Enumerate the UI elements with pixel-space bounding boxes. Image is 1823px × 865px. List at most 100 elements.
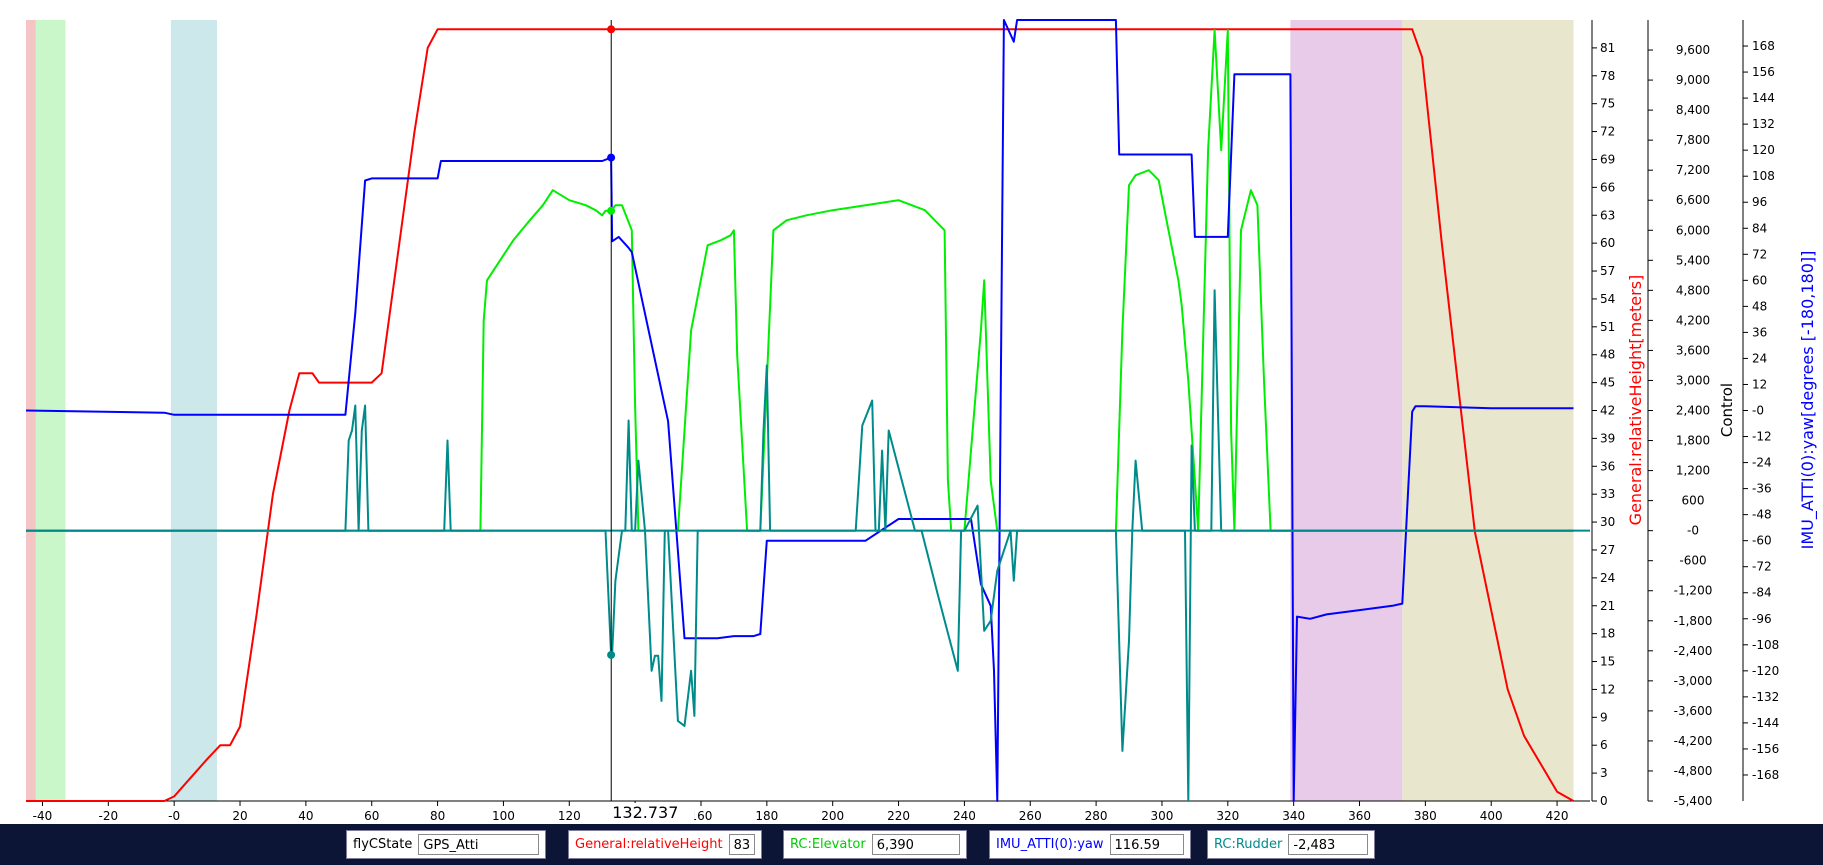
y-tick-label: 0 [1600, 794, 1608, 808]
y-tick-label: 81 [1600, 41, 1615, 55]
y-tick-label: -2,400 [1674, 644, 1713, 658]
y-tick-label: 36 [1600, 459, 1615, 473]
x-tick-label: 120 [558, 809, 581, 823]
y-tick-label: 27 [1600, 543, 1615, 557]
status-field-flyc: flyCState GPS_Atti [346, 830, 546, 859]
x-tick-label: 20 [232, 809, 247, 823]
x-tick-label: 240 [953, 809, 976, 823]
y-tick-label: -3,000 [1674, 674, 1713, 688]
status-field-height: General:relativeHeight 83 [568, 830, 762, 859]
x-tick-label: 40 [298, 809, 313, 823]
y-tick-label: 18 [1600, 627, 1615, 641]
series-line [25, 19, 1574, 802]
y-tick-label: -96 [1752, 612, 1772, 626]
y-tick-label: 8,400 [1676, 103, 1710, 117]
y-tick-label: 30 [1600, 515, 1615, 529]
y-tick-label: 36 [1752, 325, 1767, 339]
y-tick-label: 120 [1752, 143, 1775, 157]
x-tick-label: 80 [430, 809, 445, 823]
x-tick-label: 160 [690, 809, 713, 823]
y-axes: 0369121518212427303336394245485154576063… [1591, 20, 1818, 808]
y-tick-label: -108 [1752, 638, 1779, 652]
series-lines [25, 19, 1590, 802]
x-tick-label: 260 [1019, 809, 1042, 823]
cursor-markers [607, 25, 616, 659]
y-tick-label: -48 [1752, 508, 1772, 522]
y-tick-label: 15 [1600, 655, 1615, 669]
cursor-marker [607, 153, 616, 162]
y-tick-label: -168 [1752, 768, 1779, 782]
y-tick-label: 72 [1600, 125, 1615, 139]
x-tick-label: 280 [1085, 809, 1108, 823]
x-tick-label: 220 [887, 809, 910, 823]
y-tick-label: 7,800 [1676, 133, 1710, 147]
y-tick-label: -1,800 [1674, 614, 1713, 628]
y-tick-label: -36 [1752, 482, 1772, 496]
y-tick-label: 60 [1752, 273, 1767, 287]
status-field-rudder: RC:Rudder -2,483 [1207, 830, 1375, 859]
y-tick-label: -4,200 [1674, 734, 1713, 748]
y-tick-label: 600 [1682, 494, 1705, 508]
y-tick-label: 6,600 [1676, 193, 1710, 207]
y-tick-label: 24 [1600, 571, 1615, 585]
x-tick-label: 420 [1546, 809, 1569, 823]
status-value-flyc[interactable]: GPS_Atti [418, 834, 539, 855]
y-axis-title: General:relativeHeight[meters] [1626, 275, 1645, 526]
y-tick-label: -600 [1679, 554, 1706, 568]
x-tick-label: 60 [364, 809, 379, 823]
status-label-rudder: RC:Rudder [1214, 837, 1283, 852]
x-tick-label: 200 [821, 809, 844, 823]
x-tick-label: 360 [1348, 809, 1371, 823]
y-tick-label: 24 [1752, 351, 1767, 365]
cursor-line[interactable]: 132.737 [610, 20, 695, 823]
y-tick-label: -4,800 [1674, 764, 1713, 778]
shaded-region [1402, 20, 1574, 801]
cursor-label-bg [610, 803, 695, 823]
status-value-height[interactable]: 83 [728, 834, 755, 855]
y-tick-label: 1,800 [1676, 434, 1710, 448]
x-tick-label: -20 [99, 809, 119, 823]
chart[interactable]: -40-20-020406080100120140160180200220240… [0, 0, 1823, 824]
y-tick-label: 48 [1752, 299, 1767, 313]
y-tick-label: 144 [1752, 91, 1775, 105]
series-line [26, 29, 1574, 532]
y-axis-title: Control [1718, 383, 1736, 437]
y-tick-label: 6 [1600, 738, 1608, 752]
y-tick-label: -84 [1752, 586, 1772, 600]
y-tick-label: 6,000 [1676, 223, 1710, 237]
y-tick-label: 51 [1600, 320, 1615, 334]
y-tick-label: 132 [1752, 117, 1775, 131]
y-axis-title: IMU_ATTI(0):yaw[degrees [-180,180]] [1798, 251, 1818, 550]
y-tick-label: 63 [1600, 208, 1615, 222]
y-tick-label: 72 [1752, 247, 1767, 261]
y-tick-label: 42 [1600, 404, 1615, 418]
status-label-elevator: RC:Elevator [790, 837, 866, 852]
y-tick-label: 66 [1600, 180, 1615, 194]
x-tick-label: 320 [1216, 809, 1239, 823]
y-tick-label: 57 [1600, 264, 1615, 278]
y-tick-label: 4,200 [1676, 313, 1710, 327]
y-tick-label: 12 [1600, 682, 1615, 696]
y-tick-label: 108 [1752, 169, 1775, 183]
y-tick-label: -156 [1752, 742, 1779, 756]
x-tick-label: 340 [1282, 809, 1305, 823]
y-tick-label: 2,400 [1676, 404, 1710, 418]
y-tick-label: 168 [1752, 39, 1775, 53]
y-tick-label: 7,200 [1676, 163, 1710, 177]
status-label-flyc: flyCState [353, 837, 413, 852]
y-tick-label: 4,800 [1676, 283, 1710, 297]
status-label-height: General:relativeHeight [575, 837, 723, 852]
y-tick-label: -132 [1752, 690, 1779, 704]
y-tick-label: 78 [1600, 69, 1615, 83]
y-tick-label: -24 [1752, 456, 1772, 470]
shaded-region [1290, 20, 1403, 801]
y-tick-label: -5,400 [1674, 794, 1713, 808]
y-tick-label: 9 [1600, 710, 1608, 724]
status-label-yaw: IMU_ATTI(0):yaw [996, 837, 1104, 852]
y-tick-label: 9,000 [1676, 73, 1710, 87]
status-value-yaw[interactable]: 116.59 [1109, 834, 1184, 855]
status-value-rudder[interactable]: -2,483 [1288, 834, 1368, 855]
y-tick-label: 3,600 [1676, 343, 1710, 357]
y-tick-label: 1,200 [1676, 464, 1710, 478]
status-value-elevator[interactable]: 6,390 [871, 834, 960, 855]
